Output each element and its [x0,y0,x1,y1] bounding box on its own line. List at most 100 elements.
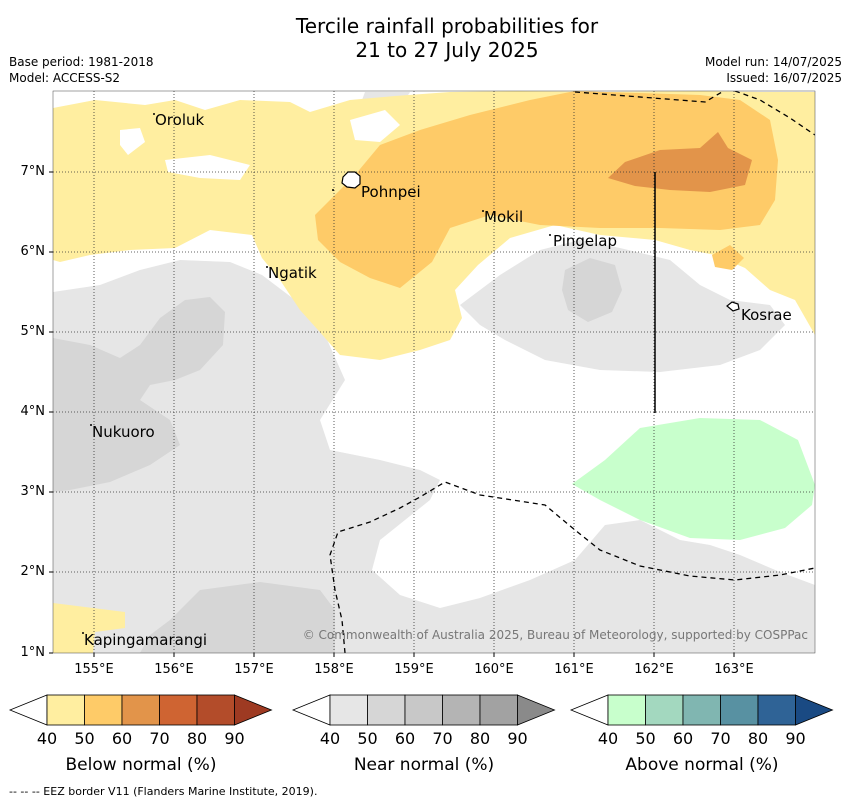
tick-marks [49,171,735,657]
colorbar-tick-label: 60 [394,729,416,748]
colorbar-segment [121,694,160,726]
colorbar-tick-label: 50 [357,729,378,748]
colorbars [8,694,834,726]
map-frame [52,90,816,654]
colorbar-segment [196,694,235,726]
lon-tick-157: 157°E [234,662,274,677]
colorbar-segment [757,694,796,726]
white-hole-center [350,110,400,142]
place-nukuoro: Nukuoro [92,423,155,441]
near-normal-50-region-south [140,582,335,653]
map-title: Tercile rainfall probabilities for 21 to… [0,14,850,62]
colorbar-tick-label: 40 [319,729,341,748]
colorbar-segment [329,694,368,726]
colorbar-segment [46,694,85,726]
colorbar-min-arrow [8,694,48,726]
colorbar-tick-label: 80 [747,729,769,748]
lat-tick-1: 1°N [20,645,46,660]
atoll-dots [82,113,551,634]
colorbar-tick-label: 60 [672,729,694,748]
lat-tick-5: 5°N [20,324,46,339]
eez-borders [329,91,815,653]
colorbar-below-normal [8,694,273,726]
colorbar-min-arrow [291,694,331,726]
colorbar-tick-label: 80 [186,729,208,748]
colorbar-segment [367,694,406,726]
white-hole-oroluk [120,128,145,155]
colorbar-segment [159,694,198,726]
place-ngatik: Ngatik [268,264,317,282]
map-area [53,91,815,653]
model-run: Model run: 14/07/2025 [704,55,842,69]
place-mokil: Mokil [484,208,524,226]
lon-tick-163: 163°E [714,662,754,677]
below-normal-60-region [608,132,752,192]
lat-tick-3: 3°N [20,484,46,499]
near-normal-50-region-west [53,297,225,492]
kosrae-island [726,301,740,312]
colorbar-min-arrow [569,694,609,726]
colorbar-segment [645,694,684,726]
lon-tick-160: 160°E [474,662,514,677]
colorbar-tick-label: 90 [507,729,528,748]
colorbar-tick-label: 90 [224,729,245,748]
title-line-1: Tercile rainfall probabilities for [295,14,599,38]
lat-tick-2: 2°N [20,564,46,579]
near-normal-50-region-east [562,258,622,322]
colorbar-above-normal [569,694,834,726]
below-normal-50-region [315,91,778,288]
colorbar-tick-label: 50 [74,729,95,748]
colorbar-segment [607,694,646,726]
colorbar-max-arrow [234,694,273,726]
colorbar-tick-label: 70 [432,729,453,748]
lon-tick-159: 159°E [394,662,434,677]
place-pohnpei: Pohnpei [361,183,421,201]
pohnpei-island [341,171,361,189]
below-normal-50-patch-east [712,245,744,270]
colorbar-segment [442,694,481,726]
colorbar-tick-label: 90 [785,729,806,748]
colorbar-tick-label: 70 [710,729,731,748]
colorbar-label-below: Below normal (%) [65,755,217,775]
lon-tick-156: 156°E [154,662,194,677]
issued-date: Issued: 16/07/2025 [726,71,842,85]
place-oroluk: Oroluk [155,111,205,129]
colorbar-tick-label: 80 [469,729,491,748]
above-normal-40-region [572,418,815,540]
below-normal-40-patch-south [53,603,125,653]
lat-tick-6: 6°N [20,244,46,259]
place-kosrae: Kosrae [741,306,792,324]
lat-tick-7: 7°N [20,164,46,179]
lat-tick-4: 4°N [20,404,46,419]
title-line-2: 21 to 27 July 2025 [355,38,539,62]
colorbar-tick-label: 40 [597,729,619,748]
colorbar-segment [479,694,518,726]
near-normal-40-region-west [53,260,815,653]
colorbar-tick-label: 40 [36,729,58,748]
colorbar-segment [682,694,721,726]
colorbar-max-arrow [517,694,556,726]
colorbar-label-above: Above normal (%) [625,755,779,775]
gridlines [53,91,815,653]
lon-tick-161: 161°E [554,662,594,677]
model-name: Model: ACCESS-S2 [9,71,121,85]
place-kapingamarangi: Kapingamarangi [84,631,208,649]
colorbar-segment [720,694,759,726]
colorbar-tick-label: 60 [111,729,133,748]
lon-tick-155: 155°E [74,662,114,677]
colorbar-tick-label: 50 [635,729,656,748]
colorbar-segment [404,694,443,726]
colorbar-near-normal [291,694,556,726]
near-normal-40-region-east [460,240,785,372]
map-credit: © Commonwealth of Australia 2025, Bureau… [302,628,808,642]
lon-tick-162: 162°E [634,662,674,677]
colorbar-label-near: Near normal (%) [353,755,495,775]
eez-footer-note: -- -- -- EEZ border V11 (Flanders Marine… [9,785,318,798]
lon-tick-158: 158°E [314,662,354,677]
colorbar-max-arrow [795,694,834,726]
base-period: Base period: 1981-2018 [9,55,154,69]
colorbar-tick-label: 70 [149,729,170,748]
colorbar-segment [84,694,123,726]
white-hole-west [165,155,250,180]
